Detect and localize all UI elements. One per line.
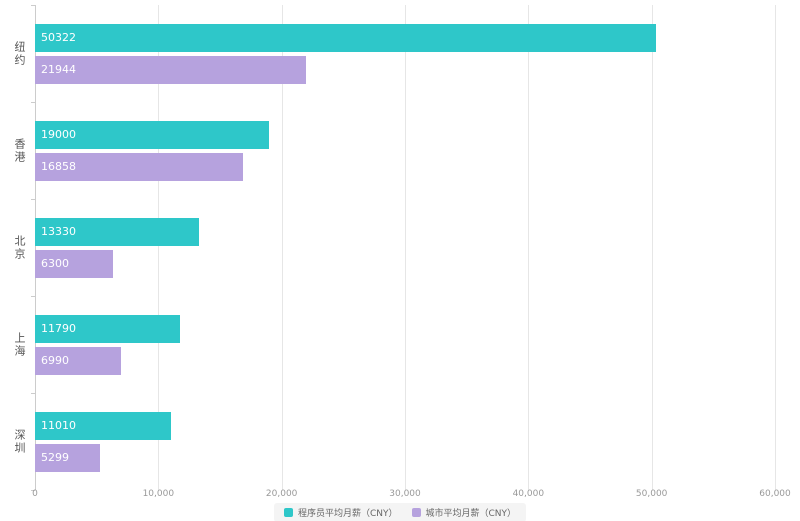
- x-tick-label: 30,000: [389, 489, 421, 499]
- y-axis-line: [35, 5, 36, 490]
- category-label: 上海: [13, 331, 26, 358]
- gridline: [158, 5, 160, 490]
- bar-value-label: 21944: [41, 63, 76, 76]
- plot-area: 纽约 50322 21944 香港 19000 16858 北京 13330 6300 上海 117…: [13, 5, 776, 491]
- x-tick-label: 10,000: [142, 489, 175, 499]
- legend-label: 城市平均月薪（CNY）: [425, 509, 517, 519]
- bar-value-label: 5299: [41, 451, 69, 464]
- gridline: [775, 5, 776, 490]
- axis-tick: [31, 199, 35, 200]
- axis-tick: [31, 490, 35, 491]
- axis-tick: [31, 296, 35, 297]
- category-label: 北京: [13, 234, 26, 261]
- bar-value-label: 6300: [41, 257, 69, 270]
- legend: 程序员平均月薪（CNY） 城市平均月薪（CNY）: [0, 503, 800, 521]
- x-tick-label: 60,000: [759, 489, 791, 499]
- x-tick-label: 40,000: [512, 489, 545, 499]
- legend-swatch-icon: [411, 508, 421, 517]
- gridline: [528, 5, 530, 490]
- bar-value-label: 19000: [41, 128, 76, 141]
- x-tick-label: 50,000: [635, 489, 668, 499]
- legend-box: 程序员平均月薪（CNY） 城市平均月薪（CNY）: [273, 503, 527, 521]
- bar-series-1[interactable]: 11010: [35, 411, 171, 440]
- x-tick-label: 20,000: [265, 489, 298, 499]
- x-tick-label: 0: [32, 489, 38, 499]
- x-axis-tick-labels: 0 10,000 20,000 30,000 40,000 50,000 60,000: [32, 489, 791, 503]
- legend-item-series-1[interactable]: 程序员平均月薪（CNY）: [283, 506, 398, 519]
- bar-value-label: 50322: [41, 31, 76, 44]
- bar-series-1[interactable]: 19000: [35, 120, 270, 149]
- bar-series-2[interactable]: 21944: [35, 55, 306, 84]
- bar-value-label: 11790: [41, 322, 76, 335]
- gridline: [405, 5, 406, 490]
- bar-series-2[interactable]: 16858: [35, 152, 243, 181]
- bar-value-label: 11010: [41, 419, 76, 432]
- bar-group: 深圳 11010 5299: [13, 393, 775, 490]
- legend-item-series-2[interactable]: 城市平均月薪（CNY）: [411, 506, 517, 519]
- bar-series-1[interactable]: 50322: [35, 23, 656, 52]
- axis-tick: [31, 102, 35, 103]
- bar-series-1[interactable]: 13330: [35, 217, 200, 246]
- category-label: 纽约: [13, 40, 26, 67]
- axis-tick: [31, 5, 35, 6]
- bar-series-2[interactable]: 5299: [35, 443, 101, 472]
- category-label: 香港: [13, 137, 26, 164]
- axis-tick: [31, 393, 35, 394]
- bar-group: 北京 13330 6300: [13, 199, 775, 296]
- bar-value-label: 13330: [41, 225, 76, 238]
- legend-label: 程序员平均月薪（CNY）: [297, 509, 398, 519]
- bar-value-label: 16858: [41, 160, 76, 173]
- bar-value-label: 6990: [41, 354, 69, 367]
- category-label: 深圳: [13, 428, 26, 455]
- bar-series-1[interactable]: 11790: [35, 314, 181, 343]
- bar-group: 纽约 50322 21944: [13, 5, 775, 102]
- bar-series-2[interactable]: 6990: [35, 346, 122, 375]
- bar-series-2[interactable]: 6300: [35, 249, 113, 278]
- legend-swatch-icon: [283, 508, 293, 517]
- bar-group: 上海 11790 6990: [13, 296, 775, 393]
- bar-group: 香港 19000 16858: [13, 102, 775, 199]
- gridline: [281, 5, 283, 490]
- gridline: [651, 5, 653, 490]
